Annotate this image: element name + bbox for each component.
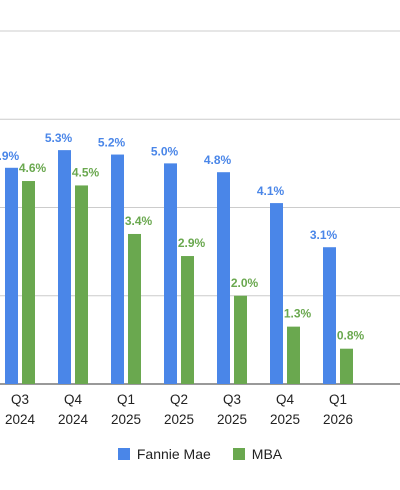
legend-swatch-mba <box>232 448 245 460</box>
x-tick-quarter: Q1 <box>329 392 347 407</box>
bar-mba <box>22 181 35 384</box>
x-tick-quarter: Q4 <box>276 392 295 407</box>
data-label-fannie-mae: 5.2% <box>98 136 126 150</box>
bar-mba <box>340 348 353 384</box>
data-label-mba: 3.4% <box>125 214 153 228</box>
x-tick-quarter: Q1 <box>117 392 135 407</box>
x-tick-quarter: Q3 <box>223 392 241 407</box>
data-label-mba: 1.3% <box>284 307 312 321</box>
x-tick-year: 2026 <box>323 412 353 427</box>
bar-fannie-mae <box>323 247 336 384</box>
bar-fannie-mae <box>5 167 18 384</box>
bar-mba <box>128 233 141 384</box>
x-tick-quarter: Q2 <box>170 392 188 407</box>
x-tick-year: 2025 <box>164 412 194 427</box>
x-tick-year: 2024 <box>5 412 36 427</box>
x-tick-year: 2025 <box>270 412 300 427</box>
data-label-fannie-mae: 3.1% <box>310 228 338 242</box>
legend: Fannie Mae MBA <box>0 446 400 462</box>
bar-fannie-mae <box>58 150 71 384</box>
legend-item-fannie-mae: Fannie Mae <box>117 446 211 462</box>
legend-swatch-fannie-mae <box>117 448 130 460</box>
x-axis-ticks: Q22024Q32024Q42024Q12025Q22025Q32025Q420… <box>5 392 353 427</box>
data-label-mba: 2.9% <box>178 236 206 250</box>
data-label-fannie-mae: 4.8% <box>204 153 232 167</box>
legend-label-mba: MBA <box>251 446 283 462</box>
data-label-fannie-mae: 4.1% <box>257 184 285 198</box>
x-tick-year: 2025 <box>111 412 141 427</box>
bar-fannie-mae <box>270 203 283 384</box>
data-label-mba: 2.0% <box>231 276 259 290</box>
x-tick-year: 2025 <box>217 412 247 427</box>
x-tick-quarter: Q3 <box>11 392 29 407</box>
bar-chart: 5.6%5.9%4.9%4.6%5.3%4.5%5.2%3.4%5.0%2.9%… <box>0 30 400 427</box>
bar-fannie-mae <box>111 154 124 384</box>
legend-item-mba: MBA <box>232 446 283 462</box>
bar-mba <box>181 256 194 384</box>
data-label-mba: 4.5% <box>72 165 100 179</box>
bars <box>5 150 353 384</box>
data-label-mba: 0.8% <box>337 329 365 343</box>
bar-fannie-mae <box>164 163 177 384</box>
x-tick-quarter: Q4 <box>64 392 83 407</box>
bar-mba <box>234 295 247 384</box>
bar-mba <box>75 185 88 384</box>
bar-mba <box>287 326 300 384</box>
x-tick-year: 2024 <box>58 412 89 427</box>
bar-fannie-mae <box>217 172 230 384</box>
data-label-mba: 4.6% <box>19 161 47 175</box>
legend-label-fannie-mae: Fannie Mae <box>136 446 211 462</box>
data-label-fannie-mae: 5.0% <box>151 144 179 158</box>
data-label-fannie-mae: 4.9% <box>0 149 20 163</box>
data-label-fannie-mae: 5.3% <box>45 131 73 145</box>
data-labels: 5.6%5.9%4.9%4.6%5.3%4.5%5.2%3.4%5.0%2.9%… <box>0 131 365 343</box>
